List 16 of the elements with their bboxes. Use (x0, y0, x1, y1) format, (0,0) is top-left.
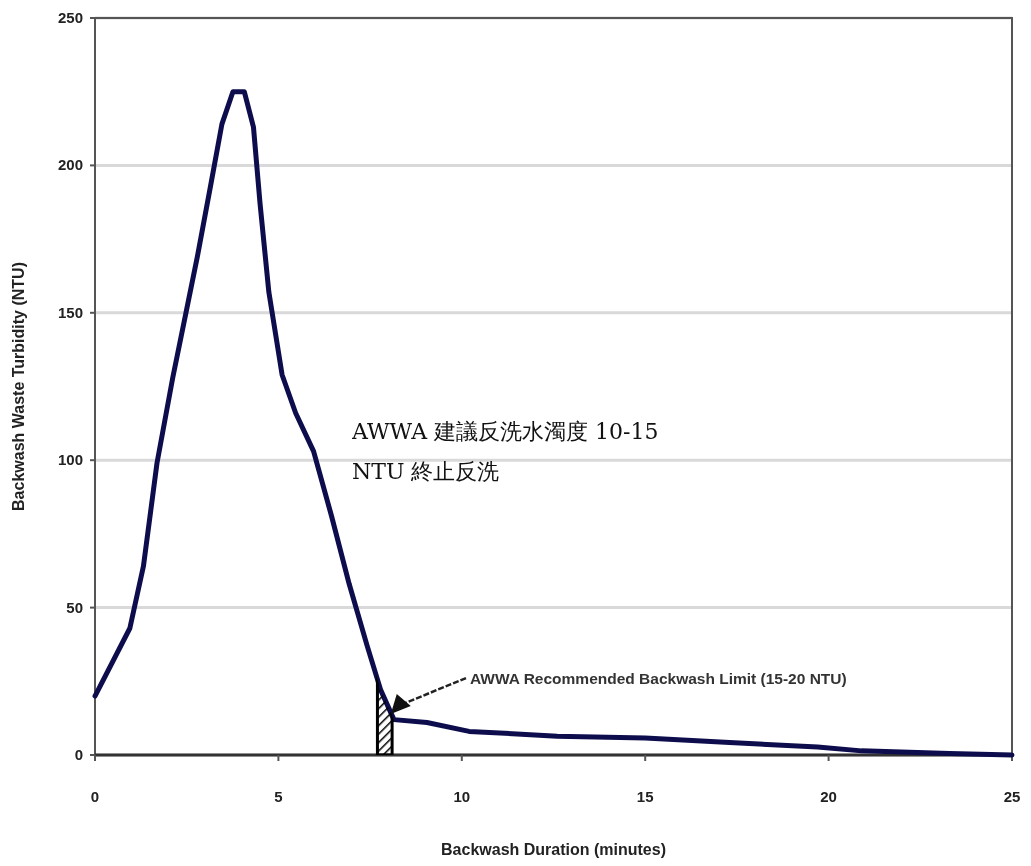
y-tick-label: 100 (57, 451, 83, 469)
annotation: AWWA Recommended Backwash Limit (15-20 NTU) (470, 670, 847, 688)
x-tick-label: 25 (1003, 788, 1021, 805)
y-tick-label: 50 (66, 598, 83, 616)
y-tick-label: 150 (57, 303, 83, 321)
y-tick-label: 250 (57, 9, 83, 26)
y-tick-label: 200 (57, 156, 83, 174)
x-tick-label: 0 (90, 788, 100, 805)
x-tick-label: 20 (820, 788, 837, 805)
x-tick-label: 15 (636, 788, 654, 805)
annotation: AWWA 建議反洗水濁度 10-15 NTU 終止反洗 (352, 418, 660, 486)
y-axis-title: Backwash Waste Turbidity (NTU) (10, 262, 27, 511)
y-tick-label: 0 (74, 746, 83, 763)
x-tick-label: 10 (453, 788, 471, 805)
x-tick-label: 5 (274, 788, 283, 805)
x-axis-title: Backwash Duration (minutes) (441, 841, 666, 858)
